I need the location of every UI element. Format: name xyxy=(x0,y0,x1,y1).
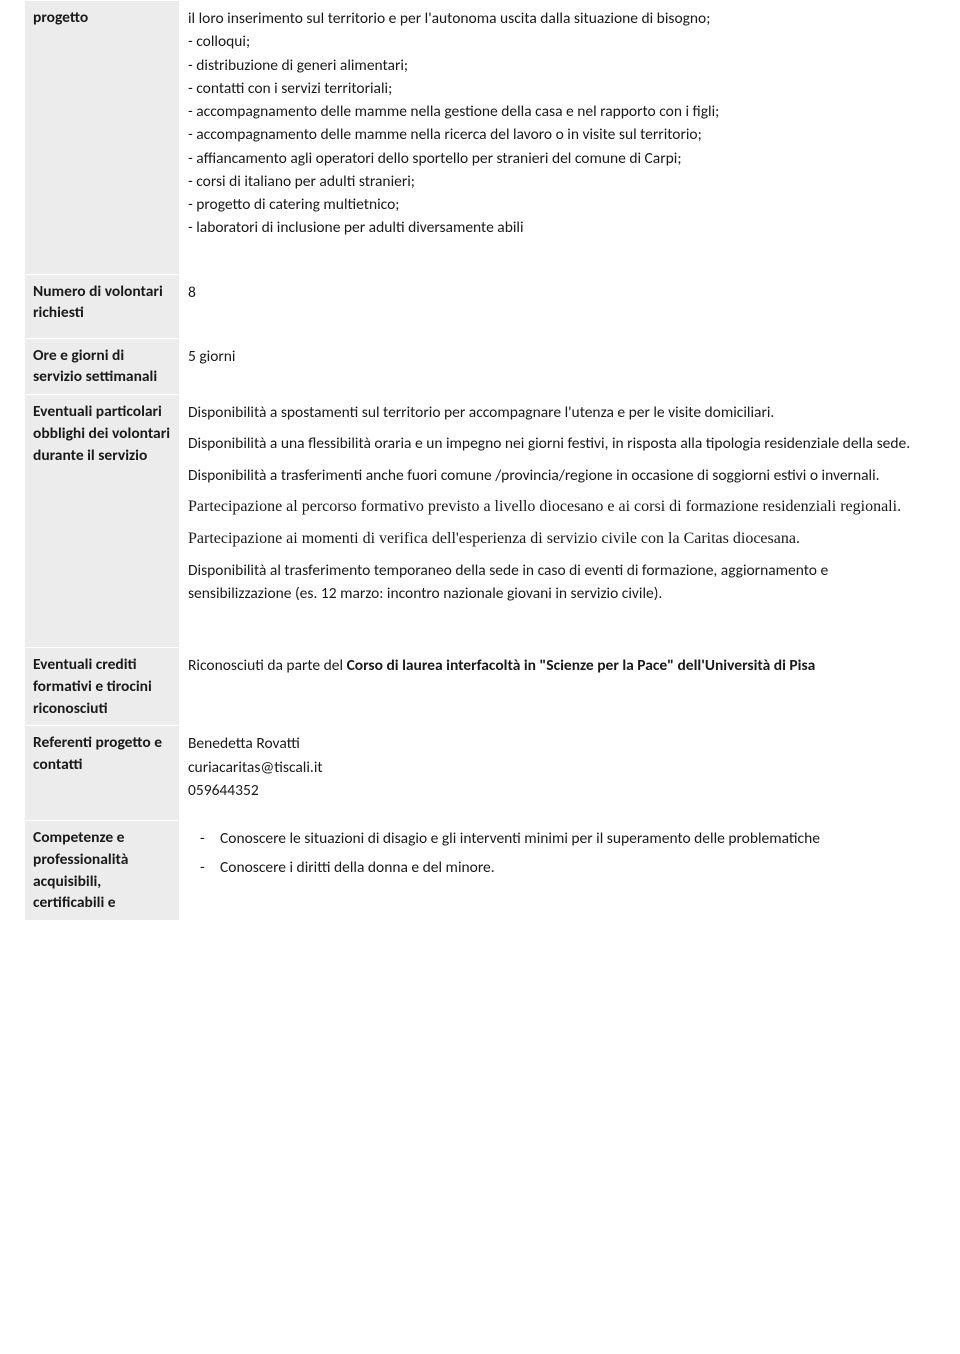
row-crediti: Eventuali crediti formativi e tirocini r… xyxy=(25,648,936,726)
progetto-line: - corsi di italiano per adulti stranieri… xyxy=(188,170,927,193)
row-obblighi: Eventuali particolari obblighi dei volon… xyxy=(25,395,936,648)
label-crediti: Eventuali crediti formativi e tirocini r… xyxy=(25,648,180,726)
competenze-item: -Conoscere le situazioni di disagio e gl… xyxy=(188,827,927,850)
label-obblighi: Eventuali particolari obblighi dei volon… xyxy=(25,395,180,648)
label-progetto: progetto xyxy=(25,1,180,275)
obblighi-para: Partecipazione ai momenti di verifica de… xyxy=(188,527,927,551)
spacer xyxy=(188,304,927,332)
progetto-line: - colloqui; xyxy=(188,30,927,53)
value-referenti: Benedetta Rovatti curiacaritas@tiscali.i… xyxy=(180,726,936,821)
progetto-line: - contatti con i servizi territoriali; xyxy=(188,77,927,100)
competenze-text: Conoscere i diritti della donna e del mi… xyxy=(220,858,495,877)
spacer xyxy=(188,802,927,814)
label-competenze: Competenze e professionalità acquisibili… xyxy=(25,821,180,921)
row-competenze: Competenze e professionalità acquisibili… xyxy=(25,821,936,921)
obblighi-para: Disponibilità al trasferimento temporane… xyxy=(188,559,927,606)
row-ore-giorni: Ore e giorni di servizio settimanali 5 g… xyxy=(25,338,936,394)
document-page: progetto il loro inserimento sul territo… xyxy=(0,0,960,921)
dash-bullet: - xyxy=(200,856,220,879)
label-referenti: Referenti progetto e contatti xyxy=(25,726,180,821)
progetto-line: - distribuzione di generi alimentari; xyxy=(188,54,927,77)
spacer xyxy=(188,240,927,268)
progetto-line: - affiancamento agli operatori dello spo… xyxy=(188,147,927,170)
progetto-line: - accompagnamento delle mamme nella rice… xyxy=(188,123,927,146)
label-ore-giorni: Ore e giorni di servizio settimanali xyxy=(25,338,180,394)
project-table: progetto il loro inserimento sul territo… xyxy=(24,0,936,921)
progetto-line: - accompagnamento delle mamme nella gest… xyxy=(188,100,927,123)
row-progetto: progetto il loro inserimento sul territo… xyxy=(25,1,936,275)
row-numero-volontari: Numero di volontari richiesti 8 xyxy=(25,274,936,338)
value-competenze: -Conoscere le situazioni di disagio e gl… xyxy=(180,821,936,921)
competenze-list: -Conoscere le situazioni di disagio e gl… xyxy=(188,827,927,880)
referente-email: curiacaritas@tiscali.it xyxy=(188,756,927,779)
crediti-prefix: Riconosciuti da parte del xyxy=(188,656,347,675)
referente-name: Benedetta Rovatti xyxy=(188,732,927,755)
competenze-item: -Conoscere i diritti della donna e del m… xyxy=(188,856,927,879)
row-referenti: Referenti progetto e contatti Benedetta … xyxy=(25,726,936,821)
label-numero-volontari: Numero di volontari richiesti xyxy=(25,274,180,338)
value-ore-giorni: 5 giorni xyxy=(180,338,936,394)
progetto-line: il loro inserimento sul territorio e per… xyxy=(188,7,927,30)
obblighi-para: Disponibilità a trasferimenti anche fuor… xyxy=(188,464,927,487)
value-crediti: Riconosciuti da parte del Corso di laure… xyxy=(180,648,936,726)
obblighi-para: Partecipazione al percorso formativo pre… xyxy=(188,495,927,519)
spacer xyxy=(188,613,927,641)
obblighi-para: Disponibilità a una flessibilità oraria … xyxy=(188,432,927,455)
value-progetto: il loro inserimento sul territorio e per… xyxy=(180,1,936,275)
obblighi-para: Disponibilità a spostamenti sul territor… xyxy=(188,401,927,424)
competenze-text: Conoscere le situazioni di disagio e gli… xyxy=(220,829,820,848)
progetto-line: - progetto di catering multietnico; xyxy=(188,193,927,216)
progetto-line: - laboratori di inclusione per adulti di… xyxy=(188,216,927,239)
value-obblighi: Disponibilità a spostamenti sul territor… xyxy=(180,395,936,648)
numero-volontari-text: 8 xyxy=(188,281,927,304)
referente-phone: 059644352 xyxy=(188,779,927,802)
crediti-bold: Corso di laurea interfacoltà in "Scienze… xyxy=(347,656,816,675)
value-numero-volontari: 8 xyxy=(180,274,936,338)
dash-bullet: - xyxy=(200,827,220,850)
